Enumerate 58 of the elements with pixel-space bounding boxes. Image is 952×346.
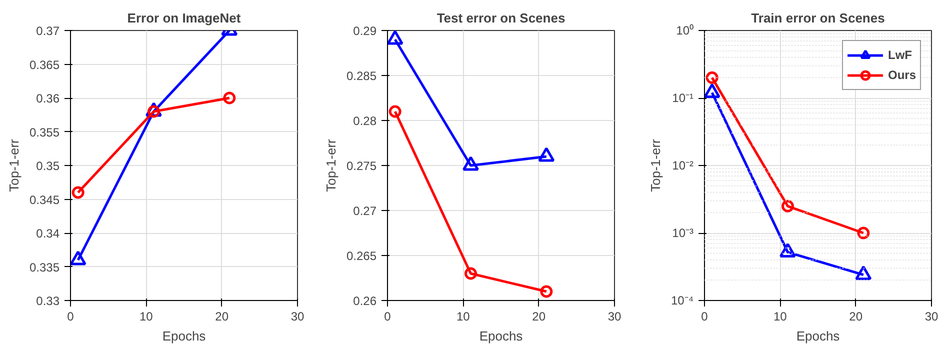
y-tick-label: 10⁻¹ <box>672 91 694 105</box>
point <box>462 156 479 171</box>
y-tick-label: 0.37 <box>36 24 60 38</box>
chart-title: Error on ImageNet <box>127 10 242 26</box>
point <box>223 92 236 104</box>
x-axis-title: Epochs <box>479 328 524 344</box>
x-tick-label: 0 <box>67 310 74 324</box>
x-tick-label: 10 <box>773 310 788 324</box>
chart-title: Test error on Scenes <box>436 10 566 26</box>
y-tick-label: 0.355 <box>29 125 60 140</box>
y-axis-title: Top-1-err <box>648 138 663 192</box>
y-tick-label: 0.28 <box>353 114 377 128</box>
y-axis-title: Top-1-err <box>323 138 338 192</box>
point <box>538 147 555 162</box>
x-axis-title: Epochs <box>162 328 206 344</box>
point <box>779 242 796 258</box>
y-tick-label: 0.26 <box>353 294 377 308</box>
y-tick-label: 10⁻³ <box>672 226 694 240</box>
legend-label: LwF <box>888 48 912 62</box>
x-tick-label: 20 <box>849 310 863 324</box>
y-tick-label: 10⁰ <box>676 24 694 38</box>
point <box>781 200 794 212</box>
x-tick-label: 10 <box>139 310 154 324</box>
point <box>72 186 84 199</box>
y-tick-label: 0.275 <box>346 159 377 173</box>
x-tick-label: 20 <box>215 310 229 324</box>
y-tick-label: 0.365 <box>29 58 60 72</box>
y-tick-label: 0.265 <box>346 249 377 263</box>
x-tick-label: 30 <box>924 310 938 324</box>
point <box>70 250 86 266</box>
point <box>855 266 872 280</box>
point <box>464 267 477 280</box>
y-tick-label: 10⁻⁴ <box>670 294 694 308</box>
y-tick-label: 0.35 <box>36 159 60 173</box>
point <box>857 226 870 240</box>
x-tick-label: 0 <box>384 310 392 324</box>
y-tick-label: 0.34 <box>36 226 60 240</box>
x-tick-label: 20 <box>532 310 546 324</box>
x-tick-label: 0 <box>701 310 708 324</box>
y-tick-label: 0.285 <box>346 69 377 83</box>
y-tick-label: 0.29 <box>353 24 377 38</box>
x-axis-title: Epochs <box>796 328 840 344</box>
y-tick-label: 0.335 <box>29 260 60 274</box>
y-tick-label: 0.33 <box>36 294 60 308</box>
point <box>540 285 553 298</box>
y-tick-label: 0.27 <box>353 204 377 218</box>
chart-title: Train error on Scenes <box>751 10 885 26</box>
y-axis-title: Top-1-err <box>6 138 22 192</box>
point <box>388 30 404 45</box>
x-tick-label: 30 <box>608 310 622 324</box>
x-tick-label: 30 <box>290 310 304 324</box>
y-tick-label: 0.345 <box>29 192 60 207</box>
point <box>706 71 718 84</box>
y-tick-label: 0.36 <box>36 92 60 106</box>
x-tick-label: 10 <box>456 310 470 324</box>
legend-label: Ours <box>888 68 916 82</box>
point <box>388 105 402 118</box>
y-tick-label: 10⁻² <box>672 158 694 172</box>
